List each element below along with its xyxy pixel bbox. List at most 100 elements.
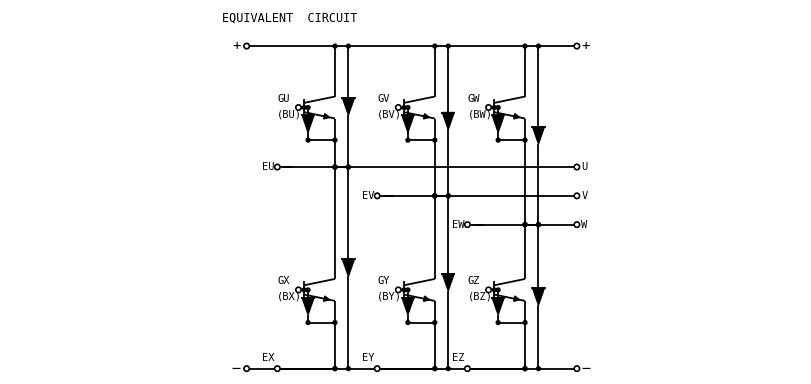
Text: GX: GX — [277, 276, 290, 286]
Circle shape — [432, 367, 436, 371]
Circle shape — [406, 288, 410, 292]
Text: (BW): (BW) — [467, 109, 491, 119]
Circle shape — [333, 165, 337, 169]
Circle shape — [446, 194, 449, 198]
Circle shape — [573, 366, 579, 371]
Circle shape — [522, 367, 526, 371]
Circle shape — [395, 287, 401, 293]
Circle shape — [432, 44, 436, 48]
Text: −: − — [581, 361, 590, 376]
Circle shape — [274, 164, 280, 170]
Circle shape — [306, 138, 310, 142]
Circle shape — [536, 223, 540, 227]
Text: (BY): (BY) — [377, 292, 401, 302]
Text: GY: GY — [377, 276, 389, 286]
Text: U: U — [581, 162, 587, 172]
Text: W: W — [581, 220, 587, 230]
Circle shape — [496, 321, 500, 324]
Circle shape — [446, 194, 449, 198]
Circle shape — [374, 193, 380, 199]
Circle shape — [401, 288, 406, 292]
Circle shape — [432, 138, 436, 142]
Circle shape — [243, 366, 249, 371]
Circle shape — [536, 44, 540, 48]
Circle shape — [346, 165, 350, 169]
Circle shape — [522, 367, 526, 371]
Polygon shape — [532, 288, 543, 305]
Polygon shape — [442, 274, 453, 291]
Text: +: + — [581, 39, 589, 53]
Circle shape — [522, 138, 526, 142]
Circle shape — [446, 44, 449, 48]
Circle shape — [432, 321, 436, 324]
Polygon shape — [324, 114, 329, 119]
Circle shape — [274, 366, 280, 371]
Polygon shape — [491, 115, 504, 132]
Circle shape — [295, 287, 301, 293]
Circle shape — [496, 106, 500, 109]
Circle shape — [573, 222, 579, 227]
Circle shape — [346, 367, 350, 371]
Circle shape — [406, 138, 410, 142]
Circle shape — [432, 194, 436, 198]
Circle shape — [522, 223, 526, 227]
Circle shape — [432, 194, 436, 198]
Polygon shape — [513, 296, 519, 301]
Circle shape — [302, 106, 306, 109]
Polygon shape — [423, 296, 429, 301]
Circle shape — [333, 321, 337, 324]
Polygon shape — [513, 114, 519, 119]
Circle shape — [496, 288, 500, 292]
Circle shape — [346, 165, 350, 169]
Circle shape — [573, 193, 579, 199]
Circle shape — [573, 43, 579, 49]
Circle shape — [333, 165, 337, 169]
Circle shape — [401, 106, 406, 109]
Circle shape — [333, 367, 337, 371]
Text: GV: GV — [377, 94, 389, 104]
Circle shape — [485, 105, 491, 110]
Circle shape — [536, 223, 540, 227]
Text: (BZ): (BZ) — [467, 292, 491, 302]
Circle shape — [464, 366, 470, 371]
Text: EU: EU — [261, 162, 274, 172]
Circle shape — [406, 106, 410, 109]
Circle shape — [573, 164, 579, 170]
Circle shape — [485, 287, 491, 293]
Circle shape — [243, 43, 249, 49]
Circle shape — [491, 106, 496, 109]
Circle shape — [306, 106, 310, 109]
Text: GZ: GZ — [467, 276, 479, 286]
Circle shape — [522, 223, 526, 227]
Text: (BU): (BU) — [277, 109, 302, 119]
Text: EY: EY — [361, 353, 374, 363]
Circle shape — [333, 165, 337, 169]
Circle shape — [306, 288, 310, 292]
Text: −: − — [231, 361, 241, 376]
Polygon shape — [401, 298, 414, 315]
Polygon shape — [324, 296, 329, 301]
Circle shape — [333, 367, 337, 371]
Polygon shape — [342, 260, 354, 276]
Polygon shape — [302, 115, 314, 132]
Text: GU: GU — [277, 94, 290, 104]
Circle shape — [295, 105, 301, 110]
Polygon shape — [401, 115, 414, 132]
Circle shape — [522, 223, 526, 227]
Text: (BX): (BX) — [277, 292, 302, 302]
Text: EW: EW — [451, 220, 464, 230]
Text: EV: EV — [361, 191, 374, 201]
Polygon shape — [532, 127, 543, 144]
Text: +: + — [232, 39, 241, 53]
Text: V: V — [581, 191, 587, 201]
Circle shape — [464, 222, 470, 227]
Circle shape — [406, 321, 410, 324]
Text: GW: GW — [467, 94, 479, 104]
Circle shape — [522, 321, 526, 324]
Polygon shape — [491, 298, 504, 315]
Circle shape — [302, 288, 306, 292]
Circle shape — [496, 138, 500, 142]
Circle shape — [446, 367, 449, 371]
Polygon shape — [342, 98, 354, 115]
Polygon shape — [442, 113, 453, 129]
